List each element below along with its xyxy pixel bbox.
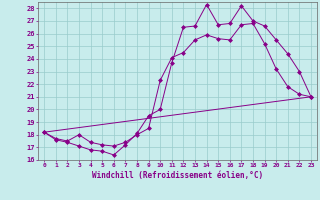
X-axis label: Windchill (Refroidissement éolien,°C): Windchill (Refroidissement éolien,°C) xyxy=(92,171,263,180)
